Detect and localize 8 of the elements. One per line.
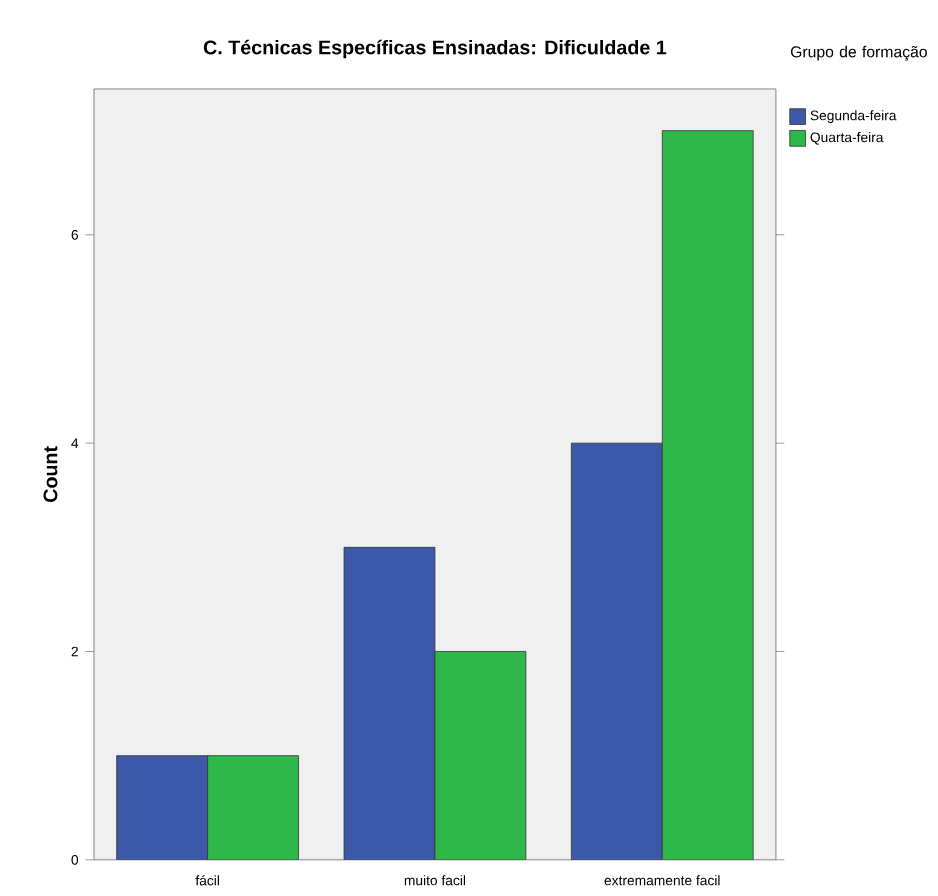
bar [343, 547, 436, 861]
bar [661, 130, 754, 861]
bar [116, 755, 208, 861]
y-axis-title: Count [43, 446, 58, 503]
chart-title: C. Técnicas Específicas Ensinadas: Dificuldade 1 [203, 40, 667, 59]
bar [207, 755, 299, 861]
bar [434, 651, 527, 861]
bar [570, 443, 663, 861]
